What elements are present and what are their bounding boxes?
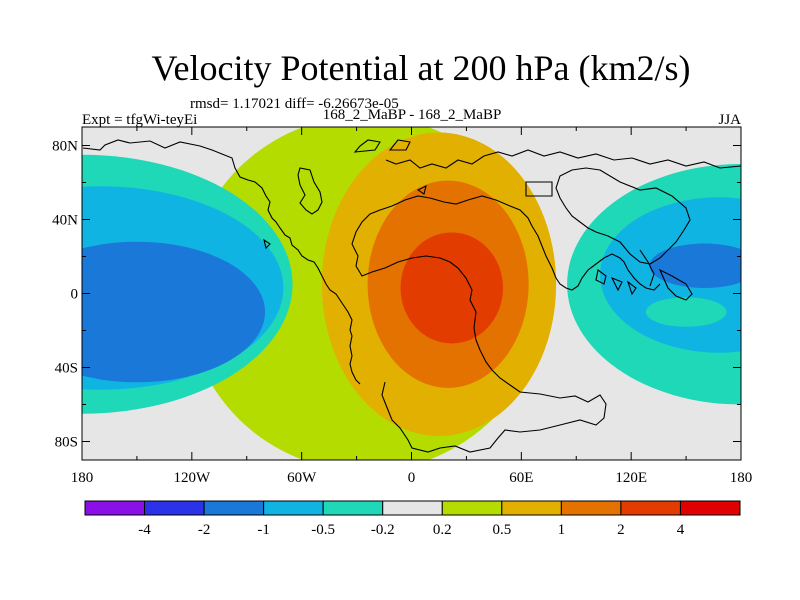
- map-area: [82, 127, 741, 460]
- colorbar-box: [441, 500, 503, 516]
- case-label: 168_2_MaBP - 168_2_MaBP: [323, 107, 502, 123]
- contour-regions: [82, 127, 741, 460]
- colorbar-box: [203, 500, 265, 516]
- coastline-eurasia-africa: [351, 149, 741, 453]
- x-tick-label: 180: [730, 470, 753, 486]
- season-label: JJA: [718, 112, 741, 128]
- colorbar-box: [144, 500, 205, 516]
- x-tick-label: 120E: [615, 470, 647, 486]
- colorbar-box: [382, 500, 443, 516]
- y-tick-label: 40N: [52, 213, 78, 229]
- colorbar-label: 0.2: [433, 522, 452, 538]
- stats-label: rmsd= 1.17021 diff= -6.26673e-05: [190, 96, 399, 112]
- y-axis: 80N 40N 0 40S 80S: [52, 139, 741, 451]
- coastline-islands: [263, 184, 637, 296]
- colorbar-label: -2: [198, 522, 211, 538]
- y-tick-label: 80S: [55, 435, 78, 451]
- colorbar-label: 0.5: [492, 522, 511, 538]
- y-tick-label: 0: [71, 287, 79, 303]
- y-tick-label: 40S: [55, 361, 78, 377]
- chart-title: Velocity Potential at 200 hPa (km2/s): [152, 48, 691, 88]
- x-tick-label: 0: [408, 470, 416, 486]
- contour-region-10: [649, 243, 741, 288]
- colorbar-label: 1: [558, 522, 566, 538]
- x-tick-label: 180: [71, 470, 94, 486]
- x-tick-label: 60E: [509, 470, 533, 486]
- y-tick-label: 80N: [52, 139, 78, 155]
- contour-region-4: [400, 232, 504, 344]
- colorbar: -4 -2 -1 -0.5 -0.2 0.2 0.5 1 2 4: [84, 500, 741, 538]
- colorbar-box: [620, 500, 681, 516]
- colorbar-box: [322, 500, 384, 516]
- colorbar-box: [84, 500, 146, 516]
- colorbar-box: [263, 500, 324, 516]
- colorbar-box: [560, 500, 622, 516]
- contour-region-11: [645, 297, 727, 327]
- x-tick-label: 120W: [173, 470, 211, 486]
- coastlines: [82, 139, 741, 453]
- colorbar-label: 2: [617, 522, 625, 538]
- x-tick-label: 60W: [287, 470, 317, 486]
- contour-region-7: [82, 241, 266, 383]
- colorbar-label: -4: [138, 522, 151, 538]
- colorbar-box: [501, 500, 562, 516]
- colorbar-box: [679, 500, 741, 516]
- colorbar-label: 4: [677, 522, 685, 538]
- coastline-americas: [82, 139, 411, 385]
- experiment-label: Expt = tfgWi-teyEi: [82, 112, 197, 128]
- colorbar-label: -0.2: [371, 522, 395, 538]
- x-axis: 180 120W 60W 0 60E 120E 180: [71, 127, 753, 486]
- colorbar-label: -1: [257, 522, 270, 538]
- colorbar-label: -0.5: [311, 522, 335, 538]
